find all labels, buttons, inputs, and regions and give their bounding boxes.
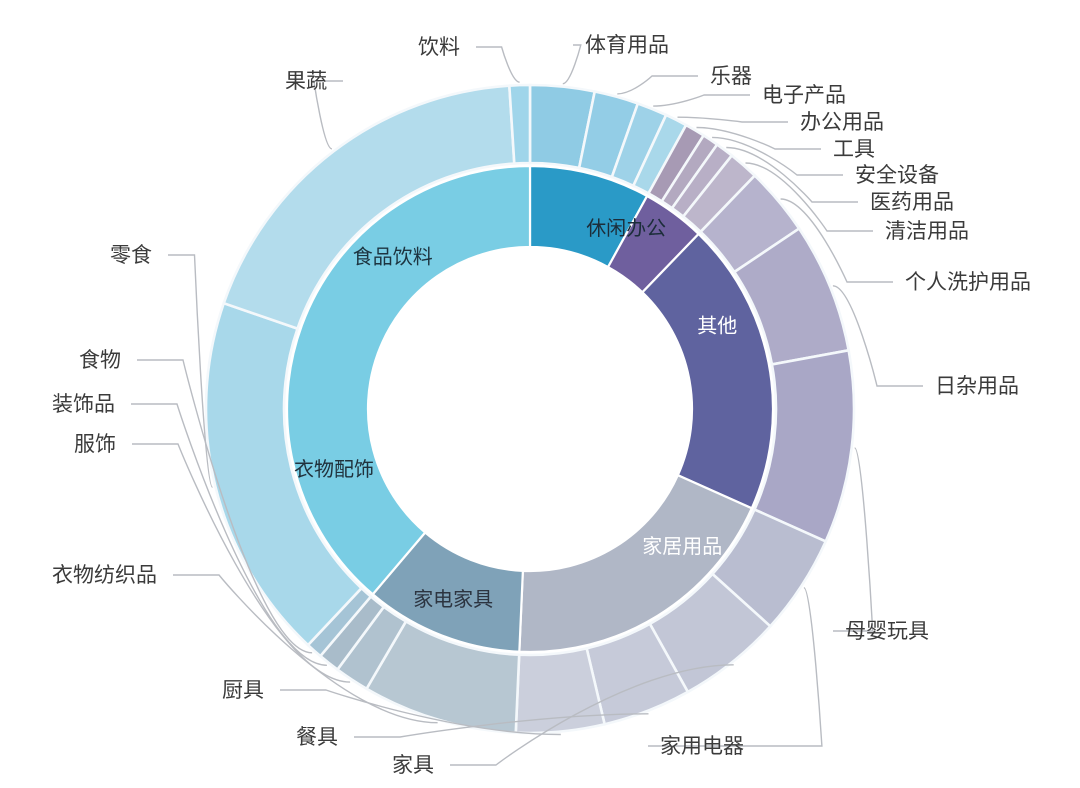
outer-ring-label: 医药用品 (870, 191, 954, 214)
outer-ring-label: 办公用品 (800, 111, 884, 134)
outer-ring-label: 饮料 (418, 36, 460, 59)
leader-line (562, 44, 582, 85)
inner-ring-label: 其他 (697, 315, 737, 338)
outer-ring-segment[interactable] (507, 83, 532, 165)
inner-ring-segment[interactable] (285, 164, 532, 596)
leader-line (780, 198, 893, 283)
leader-line-group (131, 44, 923, 766)
leader-line (653, 94, 750, 107)
outer-ring-label: 服饰 (74, 433, 116, 456)
leader-line (677, 116, 788, 123)
leader-line (833, 447, 874, 632)
outer-ring-label: 母婴玩具 (845, 620, 929, 643)
inner-ring-label: 休闲办公 (586, 217, 666, 240)
leader-line (132, 443, 351, 683)
leader-line (712, 136, 843, 176)
leader-line (617, 75, 698, 95)
leader-line (832, 285, 923, 387)
leader-line (131, 403, 327, 666)
inner-ring-label: 家电家具 (413, 588, 493, 611)
outer-ring-label: 安全设备 (855, 164, 939, 187)
inner-ring-arc-group (285, 164, 775, 654)
outer-ring-label: 工具 (833, 138, 875, 161)
outer-ring-label: 体育用品 (585, 34, 669, 57)
inner-ring-label: 家居用品 (642, 535, 722, 558)
leader-line (476, 46, 520, 83)
outer-ring-label: 餐具 (296, 726, 338, 749)
leader-line (696, 126, 821, 150)
outer-ring-label: 果蔬 (285, 70, 327, 93)
outer-label-group: 体育用品乐器电子产品办公用品工具安全设备医药用品清洁用品个人洗护用品日杂用品母婴… (52, 34, 1031, 777)
outer-ring-label: 食物 (79, 349, 121, 372)
outer-ring-arc-group (204, 83, 856, 735)
leader-line (648, 587, 823, 747)
leader-line (450, 664, 734, 766)
outer-ring-label: 乐器 (710, 65, 752, 88)
outer-ring-label: 衣物纺织品 (52, 564, 157, 587)
leader-line (745, 162, 873, 232)
outer-ring-label: 家用电器 (660, 735, 744, 758)
outer-ring-label: 装饰品 (52, 393, 115, 416)
leader-line (726, 146, 858, 203)
outer-ring-label: 厨具 (222, 679, 264, 702)
leader-line (173, 574, 438, 724)
leader-line (168, 254, 214, 488)
outer-ring-label: 电子产品 (762, 84, 846, 107)
leader-line (280, 689, 561, 736)
outer-ring-label: 清洁用品 (885, 220, 969, 243)
leader-line (137, 359, 313, 654)
outer-ring-label: 日杂用品 (935, 375, 1019, 398)
inner-ring-label: 衣物配饰 (294, 458, 374, 481)
outer-ring-label: 家具 (392, 754, 434, 777)
outer-ring-label: 个人洗护用品 (905, 271, 1031, 294)
inner-ring-label: 食品饮料 (353, 246, 433, 269)
leader-line (313, 80, 343, 150)
outer-ring-label: 零食 (110, 244, 152, 267)
